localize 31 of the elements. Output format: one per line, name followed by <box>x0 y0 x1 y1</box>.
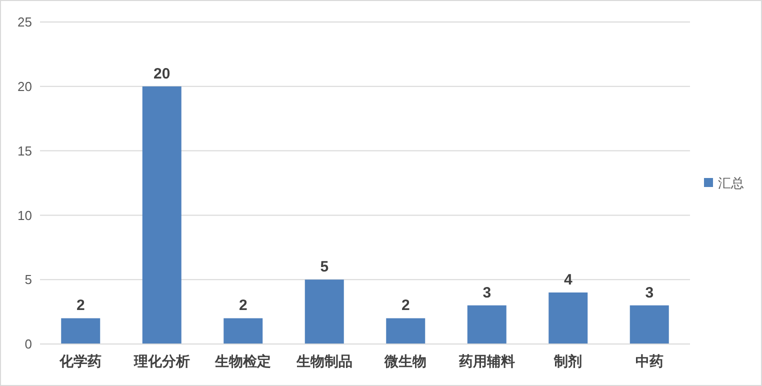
bar <box>386 318 426 344</box>
data-label: 2 <box>401 297 410 314</box>
y-tick-label: 20 <box>18 78 32 94</box>
y-tick-label: 0 <box>24 336 32 352</box>
y-tick-label: 5 <box>24 272 32 288</box>
x-tick-label: 制剂 <box>553 353 582 369</box>
x-tick-label: 中药 <box>635 353 664 369</box>
bar <box>630 305 669 344</box>
y-tick-label: 10 <box>18 208 32 223</box>
bar <box>467 305 506 344</box>
x-tick-label: 药用辅料 <box>458 353 515 369</box>
data-label: 4 <box>564 271 573 288</box>
x-tick-label: 生物制品 <box>295 353 352 369</box>
data-label: 20 <box>154 65 170 82</box>
y-tick-label: 25 <box>18 14 32 30</box>
x-tick-label: 化学药 <box>58 353 102 369</box>
legend-label: 汇总 <box>718 176 744 191</box>
bar <box>224 318 263 344</box>
bar <box>548 292 588 344</box>
bar <box>304 280 344 344</box>
data-label: 3 <box>482 284 492 302</box>
bar <box>142 86 182 344</box>
x-tick-label: 生物检定 <box>214 353 272 369</box>
data-label: 2 <box>238 297 248 314</box>
y-tick-label: 15 <box>18 143 32 158</box>
x-tick-label: 理化分析 <box>132 353 190 369</box>
data-label: 3 <box>645 284 654 302</box>
data-label: 2 <box>76 297 85 314</box>
x-tick-label: 微生物 <box>384 353 427 369</box>
data-label: 5 <box>320 258 329 276</box>
bar <box>61 318 100 344</box>
